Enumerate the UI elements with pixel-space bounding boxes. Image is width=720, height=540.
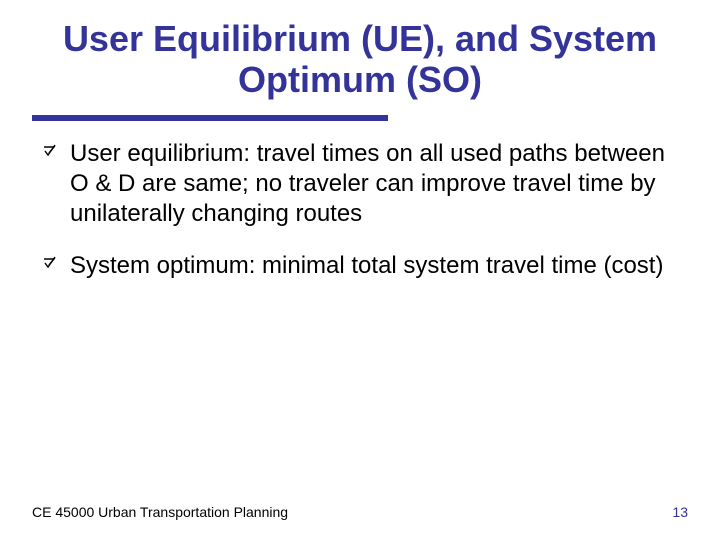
slide-title: User Equilibrium (UE), and System Optimu… bbox=[32, 18, 688, 101]
bullet-text: System optimum: minimal total system tra… bbox=[70, 251, 680, 281]
slide: User Equilibrium (UE), and System Optimu… bbox=[0, 0, 720, 540]
chevron-check-icon bbox=[42, 143, 58, 165]
bullet-list: User equilibrium: travel times on all us… bbox=[32, 139, 688, 281]
title-underline bbox=[32, 115, 388, 121]
slide-number: 13 bbox=[672, 504, 688, 520]
footer-course-label: CE 45000 Urban Transportation Planning bbox=[32, 504, 288, 520]
list-item: System optimum: minimal total system tra… bbox=[42, 251, 680, 281]
bullet-text: User equilibrium: travel times on all us… bbox=[70, 139, 680, 229]
list-item: User equilibrium: travel times on all us… bbox=[42, 139, 680, 229]
chevron-check-icon bbox=[42, 255, 58, 277]
